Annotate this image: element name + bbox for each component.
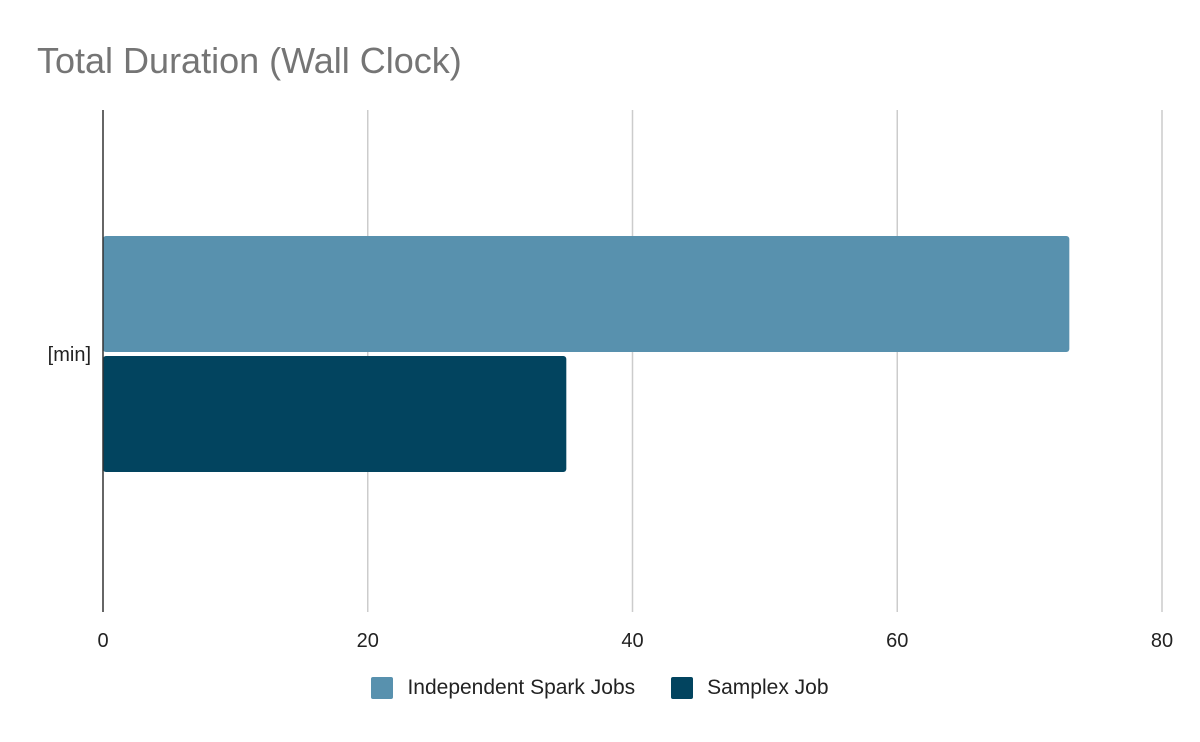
bar-independent-spark-jobs — [103, 236, 1070, 352]
x-tick-label-0: 0 — [97, 630, 108, 652]
x-tick-label-1: 20 — [357, 630, 379, 652]
legend-swatch-independent-spark-jobs — [371, 677, 394, 699]
legend-item-independent-spark-jobs[interactable]: Independent Spark Jobs — [371, 676, 635, 700]
chart-title: Total Duration (Wall Clock) — [37, 40, 462, 81]
legend-label-samplex-job: Samplex Job — [707, 676, 829, 699]
legend-item-samplex-job[interactable]: Samplex Job — [671, 676, 829, 700]
legend-swatch-samplex-job — [671, 677, 694, 699]
y-tick-label: [min] — [48, 344, 91, 366]
chart-legend: Independent Spark Jobs Samplex Job — [0, 676, 1200, 700]
x-tick-label-2: 40 — [621, 630, 643, 652]
bar-samplex-job — [103, 356, 567, 472]
x-tick-label-3: 60 — [886, 630, 908, 652]
legend-label-independent-spark-jobs: Independent Spark Jobs — [407, 676, 636, 699]
x-tick-label-4: 80 — [1151, 630, 1173, 652]
